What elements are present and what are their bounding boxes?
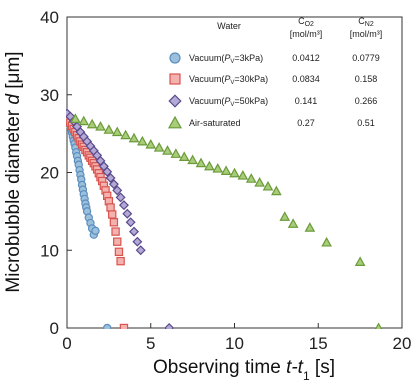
y-tick-label: 0 (50, 319, 59, 338)
data-point (111, 126, 123, 137)
legend-cn2-value: 0.0779 (352, 53, 380, 63)
data-point (70, 113, 81, 123)
data-point (114, 247, 124, 257)
legend-label: Vacuum(PV=30kPa) (189, 74, 268, 86)
x-tick-label: 5 (146, 334, 155, 353)
axes: 0 5 10 15 20 0 10 20 30 40 (40, 8, 411, 353)
data-point (106, 203, 115, 212)
data-point (262, 180, 274, 191)
legend-co2-value: 0.0412 (292, 53, 320, 63)
data-point (145, 138, 157, 149)
data-point (245, 173, 257, 183)
legend-marker (167, 115, 183, 129)
legend-co2-value: 0.0834 (292, 74, 320, 84)
y-tick-label: 20 (40, 164, 59, 183)
legend-co2-value: 0.141 (295, 96, 318, 106)
data-point (86, 118, 98, 129)
data-point (254, 177, 265, 187)
data-point (91, 226, 100, 236)
legend-label: Air-saturated (189, 118, 241, 128)
data-point (237, 170, 249, 180)
legend-header-cn2-unit: [mol/m³] (350, 29, 383, 39)
data-point (204, 160, 215, 171)
data-point (108, 179, 119, 190)
y-tick-label: 40 (40, 8, 59, 27)
legend-marker (169, 52, 181, 64)
data-point (229, 167, 240, 178)
legend-header-medium: Water (217, 21, 241, 31)
data-point (108, 210, 117, 219)
legend-row: Vacuum(PV=30kPa) 0.0834 0.158 (169, 73, 378, 86)
data-point (162, 145, 173, 155)
data-point (212, 163, 224, 173)
legend-cn2-value: 0.51 (357, 118, 375, 128)
x-tick-label: 20 (393, 334, 412, 353)
data-point (164, 323, 175, 329)
data-point (116, 256, 125, 266)
data-point (137, 135, 148, 146)
data-points (66, 108, 383, 329)
data-point (128, 132, 140, 143)
legend-header-co2-unit: [mol/m³] (290, 29, 323, 39)
data-point (354, 256, 366, 266)
data-point (178, 151, 190, 162)
data-point (122, 208, 133, 219)
data-point (118, 200, 129, 211)
data-point (95, 121, 106, 131)
legend-label: Vacuum(PV=50kPa) (189, 96, 268, 108)
legend-co2-value: 0.27 (297, 118, 315, 128)
data-point (113, 237, 122, 246)
data-point (132, 236, 143, 247)
data-point (271, 185, 282, 196)
legend-marker (169, 73, 181, 85)
data-point (129, 226, 139, 237)
data-point (112, 185, 123, 196)
data-point (170, 148, 182, 158)
y-tick-label: 10 (40, 241, 59, 260)
data-point (220, 165, 232, 176)
x-tick-label: 0 (62, 334, 71, 353)
legend: Water CO2 [mol/m³] CN2 [mol/m³] Vacuum(P… (167, 16, 383, 129)
data-point (102, 166, 113, 177)
data-point (304, 222, 316, 232)
data-point (195, 157, 207, 168)
data-point (103, 124, 115, 134)
legend-header-co2: CO2 (298, 16, 314, 28)
data-point (120, 129, 131, 140)
data-point (125, 217, 136, 228)
y-tick-label: 30 (40, 86, 59, 105)
data-point (374, 322, 383, 329)
legend-cn2-value: 0.158 (355, 74, 378, 84)
data-point (109, 218, 119, 227)
legend-row: Vacuum(PV=50kPa) 0.141 0.266 (168, 94, 378, 108)
legend-cn2-value: 0.266 (355, 96, 378, 106)
legend-label: Vacuum(PV=3kPa) (189, 53, 263, 65)
data-point (279, 211, 291, 221)
data-point (287, 218, 299, 228)
series-triangle (70, 113, 383, 329)
data-point (78, 115, 90, 126)
data-point (321, 236, 332, 247)
x-axis-label: Observing time t-t1 [s] (153, 357, 335, 381)
data-point (103, 323, 112, 329)
x-tick-label: 15 (309, 334, 328, 353)
legend-row: Air-saturated 0.27 0.51 (167, 115, 375, 129)
data-point (111, 227, 120, 236)
data-point (115, 192, 126, 203)
legend-header-cn2: CN2 (358, 16, 374, 28)
data-point (187, 154, 198, 165)
legend-marker (168, 94, 182, 108)
y-axis-label: Microbubble diameter d [μm] (3, 51, 24, 292)
legend-row: Vacuum(PV=3kPa) 0.0412 0.0779 (169, 52, 380, 65)
data-point (105, 172, 116, 183)
data-point (153, 142, 165, 152)
x-tick-label: 10 (225, 334, 244, 353)
data-point (135, 245, 146, 256)
data-point (119, 323, 129, 329)
